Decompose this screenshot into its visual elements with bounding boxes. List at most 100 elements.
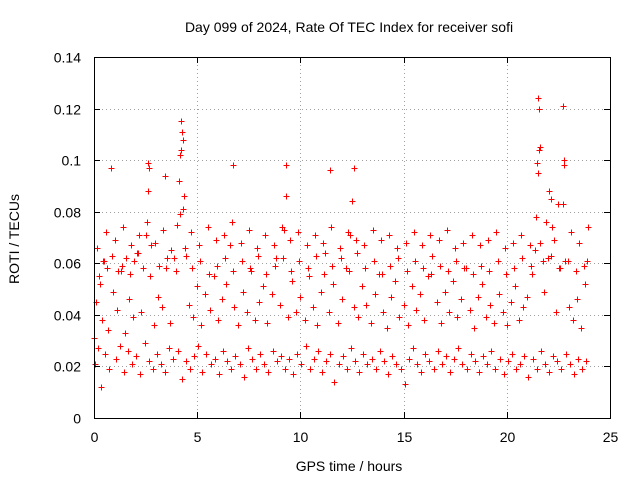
data-point — [467, 307, 474, 314]
data-point — [158, 361, 165, 368]
data-point — [287, 237, 294, 244]
data-point — [542, 361, 549, 368]
data-point — [221, 232, 228, 239]
data-point — [373, 366, 380, 373]
data-point — [370, 227, 377, 234]
data-point — [319, 369, 326, 376]
data-point — [304, 242, 311, 249]
data-point — [535, 95, 542, 102]
data-point — [380, 309, 387, 316]
data-point — [518, 232, 525, 239]
data-point — [469, 232, 476, 239]
data-point — [130, 314, 137, 321]
data-point — [198, 322, 205, 329]
data-point — [435, 348, 442, 355]
data-point — [183, 253, 190, 260]
data-point — [393, 361, 400, 368]
data-point — [343, 265, 350, 272]
data-point — [534, 160, 541, 167]
data-point — [294, 351, 301, 358]
data-point — [108, 165, 115, 172]
data-point — [453, 258, 460, 265]
data-point — [359, 283, 366, 290]
data-point — [541, 289, 548, 296]
data-point — [213, 237, 220, 244]
data-point — [154, 351, 161, 358]
data-point — [249, 356, 256, 363]
data-point — [235, 322, 242, 329]
data-point — [422, 351, 429, 358]
data-point — [207, 307, 214, 314]
data-point — [437, 263, 444, 270]
data-point — [442, 289, 449, 296]
data-point — [177, 211, 184, 218]
data-point — [263, 271, 270, 278]
data-point — [162, 369, 169, 376]
axes-layer: 0 5 10 15 20 25 0 0.02 0.04 0.06 0.08 0.1 0.12 0.14 — [54, 50, 619, 446]
data-point — [496, 291, 503, 298]
data-point — [378, 237, 385, 244]
data-point — [98, 384, 105, 391]
data-point — [520, 304, 527, 311]
data-point — [183, 358, 190, 365]
x-tick-label: 20 — [500, 429, 516, 445]
data-point — [450, 278, 457, 285]
data-point — [470, 271, 477, 278]
data-point — [429, 253, 436, 260]
data-point — [389, 353, 396, 360]
data-point — [404, 268, 411, 275]
x-axis-label: GPS time / hours — [296, 458, 403, 474]
data-point — [247, 265, 254, 272]
data-point — [536, 106, 543, 113]
data-point — [123, 255, 130, 262]
y-tick-label: 0.04 — [54, 308, 81, 324]
data-point — [556, 265, 563, 272]
data-point — [584, 258, 591, 265]
data-point — [105, 327, 112, 334]
data-point — [537, 144, 544, 151]
y-tick-label: 0.12 — [54, 102, 81, 118]
data-point — [260, 283, 267, 290]
data-point — [379, 271, 386, 278]
data-point — [497, 356, 504, 363]
data-point — [326, 309, 333, 316]
data-point — [454, 314, 461, 321]
data-point — [109, 253, 116, 260]
data-point — [143, 232, 150, 239]
data-point — [269, 291, 276, 298]
data-point — [178, 147, 185, 154]
data-point — [548, 253, 555, 260]
data-point — [237, 361, 244, 368]
data-point — [257, 351, 264, 358]
data-point — [133, 353, 140, 360]
data-point — [431, 366, 438, 373]
data-point — [145, 160, 152, 167]
data-point — [137, 371, 144, 378]
data-point — [188, 229, 195, 236]
data-point — [100, 258, 107, 265]
data-point — [305, 265, 312, 272]
data-point — [351, 165, 358, 172]
data-point — [125, 348, 132, 355]
data-point — [512, 283, 519, 290]
data-point — [585, 224, 592, 231]
data-point — [279, 224, 286, 231]
data-point — [252, 317, 259, 324]
data-point — [360, 351, 367, 358]
data-point — [163, 265, 170, 272]
data-point — [436, 237, 443, 244]
y-tick-label: 0 — [73, 411, 81, 427]
data-point — [96, 273, 103, 280]
data-point — [398, 366, 405, 373]
data-point — [146, 165, 153, 172]
data-point — [142, 340, 149, 347]
data-point — [529, 271, 536, 278]
data-point — [452, 245, 459, 252]
data-point — [461, 265, 468, 272]
data-point — [455, 345, 462, 352]
data-point — [386, 232, 393, 239]
data-point — [244, 309, 251, 316]
data-point — [265, 369, 272, 376]
data-point — [533, 214, 540, 221]
data-point — [471, 325, 478, 332]
